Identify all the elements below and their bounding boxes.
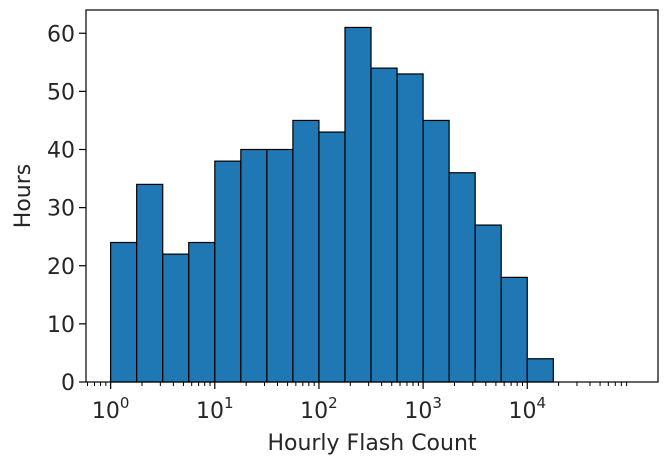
- x-tick-label: 100: [92, 394, 130, 424]
- y-tick-label: 20: [47, 255, 75, 280]
- histogram-bar: [500, 276, 528, 383]
- histogram-bar: [292, 119, 320, 383]
- y-tick-label: 40: [47, 139, 75, 164]
- y-tick-label: 0: [61, 371, 75, 396]
- x-tick-label: 103: [404, 394, 442, 424]
- y-tick-label: 30: [47, 197, 75, 222]
- x-tick-label: 102: [300, 394, 338, 424]
- histogram-bar: [474, 224, 502, 383]
- histogram-bar: [526, 358, 554, 383]
- x-axis-label: Hourly Flash Count: [267, 431, 476, 456]
- y-tick-label: 10: [47, 313, 75, 338]
- histogram-bar: [422, 119, 450, 383]
- bars-group: [110, 26, 554, 383]
- axes-frame: [85, 9, 659, 383]
- x-tick-label: 104: [508, 394, 546, 424]
- x-ticks: 100 101 102 103 104: [87, 382, 628, 424]
- histogram-bar: [396, 73, 424, 383]
- histogram-bar: [370, 67, 398, 383]
- histogram-bar: [318, 131, 346, 383]
- histogram-bar: [136, 183, 164, 383]
- histogram-bar: [344, 26, 372, 383]
- y-axis-label: Hours: [11, 164, 36, 228]
- histogram-bar: [214, 160, 242, 383]
- histogram-bar: [188, 241, 216, 383]
- histogram-bar: [110, 241, 138, 383]
- x-tick-label: 101: [196, 394, 234, 424]
- y-tick-label: 60: [47, 22, 75, 47]
- histogram-bar: [448, 172, 476, 383]
- y-tick-label: 50: [47, 80, 75, 105]
- histogram-bar: [162, 253, 190, 383]
- histogram-bar: [240, 148, 268, 383]
- y-ticks: 0 10 20 30 40 50 60: [47, 22, 86, 396]
- histogram-bar: [266, 148, 294, 383]
